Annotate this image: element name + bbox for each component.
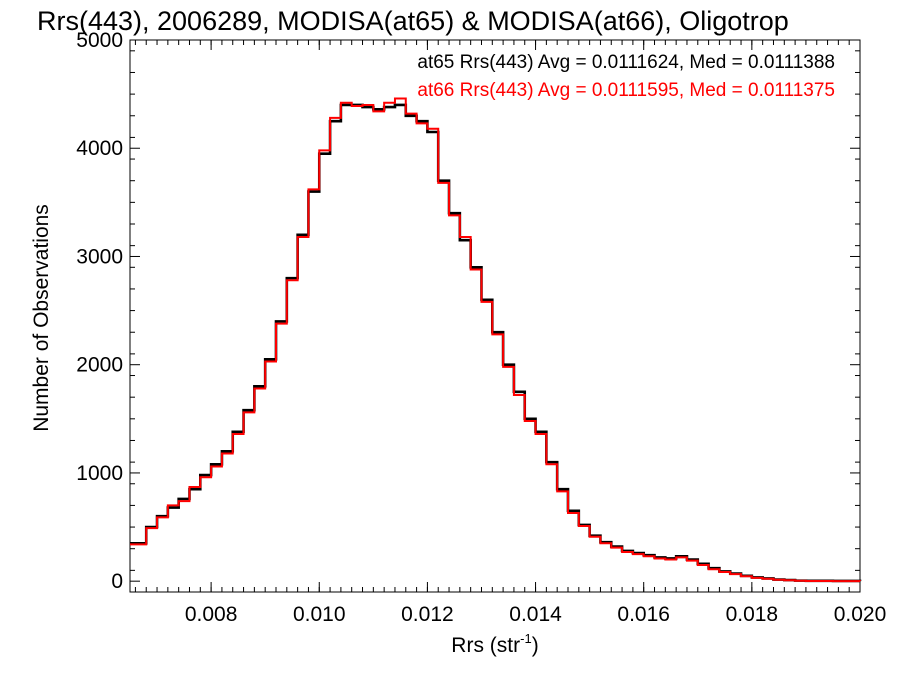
plot-frame: [129, 39, 861, 593]
x-axis: 0.008 0.010 0.012 0.014 0.016 0.018 0.020: [134, 40, 887, 626]
y-tick-label: 1000: [76, 462, 123, 485]
x-tick-label: 0.018: [726, 603, 779, 626]
x-axis-label-close: ): [532, 634, 539, 657]
x-tick-label: 0.020: [834, 603, 887, 626]
x-axis-label-main: Rrs (str: [451, 634, 520, 657]
y-tick-label: 4000: [76, 137, 123, 160]
y-axis: 0 1000 2000 3000 4000 5000: [76, 29, 860, 593]
series-layer: [130, 97, 862, 583]
y-tick-label: 3000: [76, 245, 123, 268]
chart-title: Rrs(443), 2006289, MODISA(at65) & MODISA…: [37, 6, 789, 36]
y-tick-label: 2000: [76, 354, 123, 377]
y-axis-label: Number of Observations: [30, 204, 53, 432]
x-tick-label: 0.016: [617, 603, 670, 626]
x-tick-label: 0.014: [509, 603, 562, 626]
x-axis-label-superscript: -1: [520, 631, 532, 646]
series-0-line: [130, 103, 862, 583]
x-axis-label: Rrs (str-1): [451, 631, 538, 657]
x-tick-label: 0.010: [293, 603, 346, 626]
x-tick-label: 0.008: [185, 603, 238, 626]
plot-area: 0.008 0.010 0.012 0.014 0.016 0.018 0.020 0 100…: [76, 29, 886, 626]
series-1-line: [130, 97, 861, 583]
y-tick-label: 5000: [76, 29, 123, 52]
annotation-at65: at65 Rrs(443) Avg = 0.0111624, Med = 0.0…: [417, 52, 835, 73]
y-tick-label: 0: [111, 570, 123, 593]
x-tick-label: 0.012: [401, 603, 454, 626]
annotation-at66: at66 Rrs(443) Avg = 0.0111595, Med = 0.0…: [417, 80, 835, 101]
